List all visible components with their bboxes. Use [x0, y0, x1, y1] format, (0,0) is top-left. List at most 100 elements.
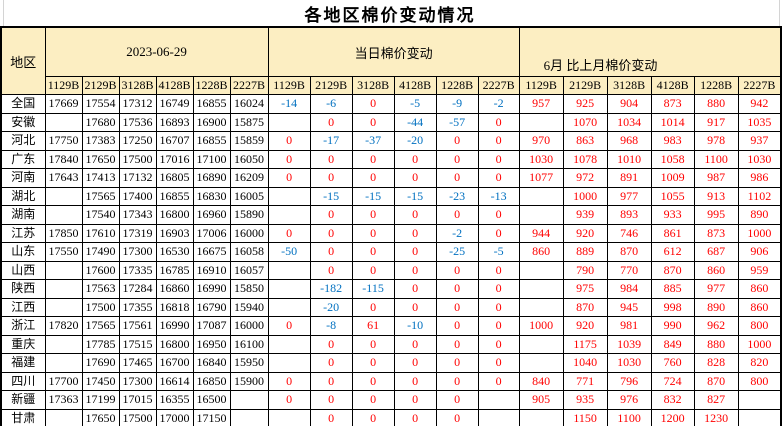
daily-cell: -2 [435, 223, 479, 243]
daily-cell: 0 [309, 223, 353, 243]
price-cell: 17100 [192, 149, 231, 169]
monthly-cell [518, 205, 564, 225]
monthly-cell: 860 [737, 279, 782, 299]
monthly-cell: 1030 [737, 149, 782, 169]
monthly-cell: 840 [518, 371, 564, 391]
price-cell: 17785 [81, 334, 120, 354]
daily-cell: 0 [393, 390, 437, 410]
monthly-cell [518, 408, 564, 426]
monthly-cell: 1077 [518, 168, 564, 188]
price-cell: 17132 [118, 168, 157, 188]
monthly-cell: 983 [650, 131, 695, 151]
daily-cell: -9 [435, 94, 479, 114]
daily-cell [267, 334, 311, 354]
price-cell: 16050 [229, 149, 269, 169]
daily-cell: 0 [477, 316, 520, 336]
region-column-header: 地区 [0, 26, 46, 95]
monthly-cell [518, 279, 564, 299]
table-row: 湖北 17565 17400 16855 16830 16005 -15 -15 -15 -23-… [0, 186, 782, 206]
price-cell: 17643 [44, 168, 83, 188]
daily-cell [477, 408, 520, 426]
monthly-cell: 873 [693, 223, 739, 243]
price-cell: 17284 [118, 279, 157, 299]
monthly-cell: 959 [737, 260, 782, 280]
monthly-cell: 987 [693, 168, 739, 188]
daily-cell [477, 390, 520, 410]
monthly-cell: 1175 [562, 334, 608, 354]
monthly-cell: 870 [693, 371, 739, 391]
monthly-cell: 1058 [650, 149, 695, 169]
daily-cell: 0 [435, 149, 479, 169]
monthly-cell: 880 [693, 94, 739, 114]
price-cell: 17450 [81, 371, 120, 391]
daily-cell: -5 [393, 94, 437, 114]
daily-cell: -50 [267, 242, 311, 262]
price-cell: 17840 [44, 149, 83, 169]
daily-cell: 0 [393, 149, 437, 169]
table-row: 安徽 17680 17536 16893 16900 15875 0 0 -44 -57 0 1070… [0, 112, 782, 132]
monthly-cell: 880 [693, 334, 739, 354]
daily-cell: -13 [477, 186, 520, 206]
daily-cell: -20 [309, 297, 353, 317]
daily-cell: 0 [477, 112, 520, 132]
monthly-cell: 891 [606, 168, 652, 188]
monthly-cell: 944 [518, 223, 564, 243]
price-cell: 16805 [155, 168, 194, 188]
table-row: 江西 17500 17355 16818 16790 15940 -20 0 0 0 0 870 945… [0, 297, 782, 317]
price-cell: 17383 [81, 131, 120, 151]
monthly-cell: 1034 [606, 112, 652, 132]
price-cell: 17250 [118, 131, 157, 151]
daily-cell: -10 [393, 316, 437, 336]
grade-column-header: 3128B [118, 76, 157, 95]
price-cell: 16830 [192, 186, 231, 206]
monthly-cell: 724 [650, 371, 695, 391]
price-cell: 17565 [81, 316, 120, 336]
daily-cell [267, 205, 311, 225]
price-cell: 17150 [192, 408, 231, 426]
daily-cell: -5 [477, 242, 520, 262]
price-cell: 16850 [192, 371, 231, 391]
daily-cell [267, 186, 311, 206]
monthly-cell: 920 [562, 316, 608, 336]
price-cell: 16024 [229, 94, 269, 114]
monthly-cell: 1200 [650, 408, 695, 426]
daily-cell: -2 [477, 94, 520, 114]
region-cell: 河南 [0, 168, 46, 188]
price-cell [44, 260, 83, 280]
daily-cell: 0 [477, 223, 520, 243]
price-cell: 16855 [155, 186, 194, 206]
daily-cell: 0 [351, 260, 395, 280]
price-cell: 17490 [81, 242, 120, 262]
monthly-cell: 920 [562, 223, 608, 243]
daily-cell: 0 [309, 168, 353, 188]
monthly-cell: 972 [562, 168, 608, 188]
monthly-cell: 832 [650, 390, 695, 410]
price-cell: 17363 [44, 390, 83, 410]
price-cell: 17820 [44, 316, 83, 336]
price-cell: 16700 [155, 353, 194, 373]
daily-cell: 0 [351, 334, 395, 354]
daily-cell: 0 [351, 353, 395, 373]
price-cell: 17500 [81, 297, 120, 317]
daily-cell: 0 [477, 371, 520, 391]
price-cell: 17515 [118, 334, 157, 354]
page-title: 各地区棉价变动情况 [304, 5, 476, 25]
table-row: 浙江 17820 17565 17561 16990 17087 16000 0 -8 61 -10… [0, 316, 782, 336]
daily-cell: 0 [351, 112, 395, 132]
daily-cell: 0 [267, 371, 311, 391]
daily-cell: 0 [435, 260, 479, 280]
daily-cell: 0 [393, 279, 437, 299]
monthly-cell: 986 [737, 168, 782, 188]
monthly-cell: 860 [518, 242, 564, 262]
price-cell: 16903 [155, 223, 194, 243]
daily-cell: 0 [435, 371, 479, 391]
monthly-cell [737, 408, 782, 426]
price-cell: 17565 [81, 186, 120, 206]
grade-column-header: 2227B [229, 76, 269, 95]
daily-cell: 0 [393, 205, 437, 225]
price-cell: 16790 [192, 297, 231, 317]
price-cell: 16000 [229, 316, 269, 336]
excel-gridline-right [779, 0, 780, 26]
region-cell: 福建 [0, 353, 46, 373]
daily-cell: 0 [477, 131, 520, 151]
